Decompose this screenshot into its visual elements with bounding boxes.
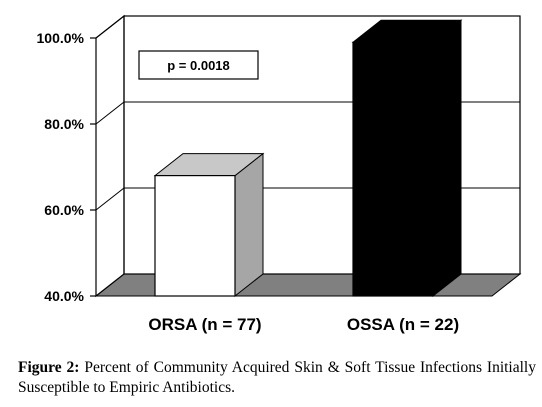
bar xyxy=(153,152,265,298)
y-axis: 40.0% 60.0% 80.0% 100.0% xyxy=(37,30,96,304)
bar-front xyxy=(154,175,236,297)
figure-caption: Figure 2: Percent of Community Acquired … xyxy=(18,358,536,398)
p-value-box xyxy=(138,50,259,80)
bar-side xyxy=(234,152,264,298)
p-value-label: p = 0.0018 xyxy=(167,58,230,73)
caption-text: Percent of Community Acquired Skin & Sof… xyxy=(18,359,536,396)
bar-front xyxy=(352,41,434,297)
bar-side xyxy=(432,19,462,298)
y-tick-label: 40.0% xyxy=(44,288,84,304)
y-tick-label: 80.0% xyxy=(44,116,84,132)
x-category-label: ORSA (n = 77) xyxy=(148,315,261,334)
gridline xyxy=(95,15,520,39)
chart-left-wall xyxy=(95,14,125,298)
bars xyxy=(153,19,463,298)
bar xyxy=(351,19,463,298)
x-category-label: OSSA (n = 22) xyxy=(347,315,459,334)
bar-chart: 40.0% 60.0% 80.0% 100.0% ORSA (n = 77) OSSA … xyxy=(37,14,522,334)
y-tick-label: 60.0% xyxy=(44,202,84,218)
y-tick-label: 100.0% xyxy=(37,30,85,46)
caption-label: Figure 2: xyxy=(18,359,80,376)
x-axis: ORSA (n = 77) OSSA (n = 22) xyxy=(148,315,459,334)
